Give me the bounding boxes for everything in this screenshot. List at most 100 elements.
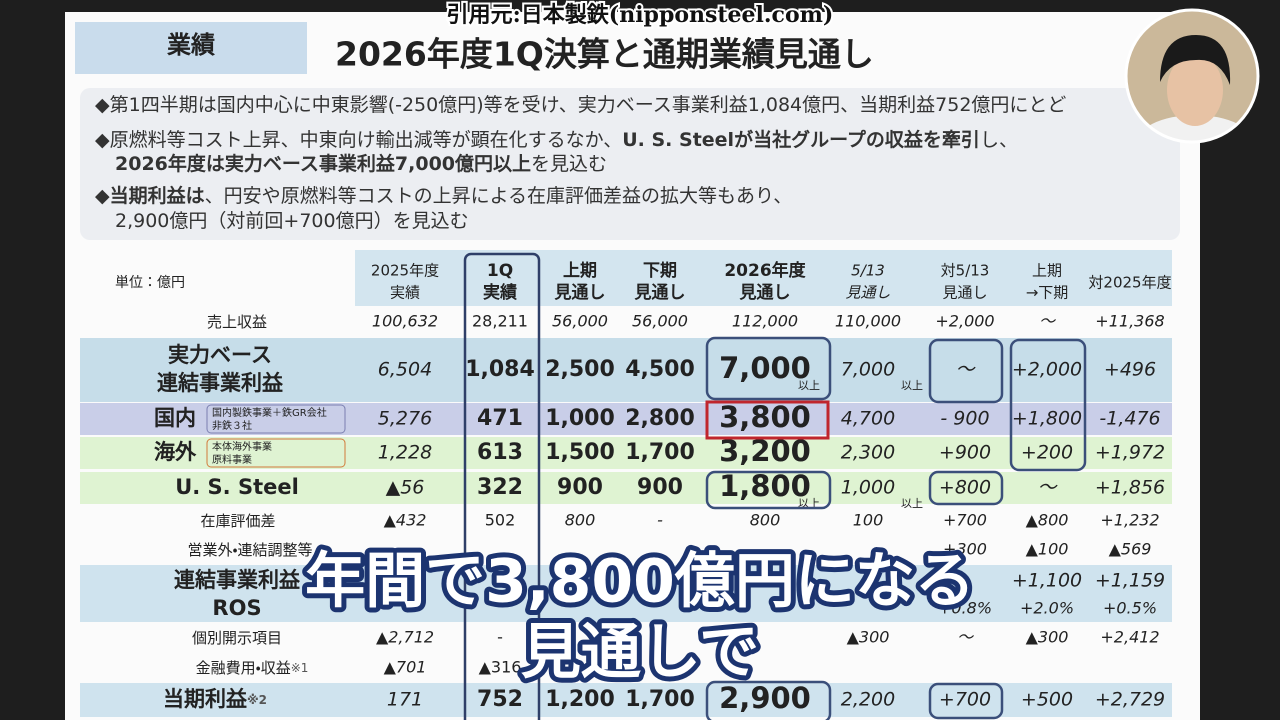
- table-cell: +700: [943, 511, 987, 530]
- table-cell: ▲2,712: [376, 628, 434, 647]
- table-cell: 4,500: [625, 357, 695, 382]
- column-outline: [463, 252, 541, 720]
- row-label: 海外: [154, 440, 197, 464]
- row-label: 営業外・連結調整等: [187, 541, 312, 559]
- table-cell: 〜: [1039, 312, 1057, 331]
- highlight-box: [1009, 338, 1087, 472]
- table-cell: 28,211: [472, 312, 528, 331]
- row-label-text: 連結事業利益: [174, 568, 301, 592]
- table-cell: 〜: [1037, 477, 1058, 499]
- label-note: 非鉄３社: [212, 419, 252, 432]
- table-cell: +900: [939, 442, 991, 464]
- table-cell: ▲569: [1109, 540, 1152, 559]
- column-header: 実績: [390, 284, 420, 302]
- label-note-box: [206, 404, 346, 434]
- column-header: 見通し: [942, 284, 987, 302]
- row-label: U. S. Steel: [175, 475, 299, 499]
- table-cell: 1,800: [719, 469, 811, 503]
- row-label: 売上収益: [207, 313, 267, 331]
- table-cell: +11,368: [1095, 312, 1164, 331]
- row-band: [80, 403, 1172, 435]
- table-cell: 1,228: [378, 442, 432, 464]
- table-cell: 2,800: [625, 406, 695, 431]
- bullet-segment: を見込む: [531, 153, 607, 175]
- table-cell: -: [657, 511, 663, 530]
- column-header: 1Q: [487, 261, 513, 281]
- row-label: ROS: [212, 596, 261, 620]
- bullet-segment: U. S. Steelが当社グループの収益を牽引: [622, 128, 980, 151]
- row-band: [80, 683, 1172, 717]
- highlight-box: [705, 680, 832, 720]
- column-header: →下期: [1026, 284, 1069, 302]
- table-cell: +300: [943, 540, 987, 559]
- highlight-box: [705, 470, 832, 510]
- row-label-text: 金融費用・収益: [196, 659, 291, 677]
- bullet-line: 2026年度は実力ベース事業利益7,000億円以上を見込む: [115, 152, 607, 175]
- column-header: 下期: [643, 261, 677, 281]
- table-cell: - 900: [940, 408, 989, 430]
- bullet-line: ◆原燃料等コスト上昇、中東向け輸出減等が顕在化するなか、U. S. Steelが…: [95, 128, 1018, 151]
- column-header: 上期: [563, 261, 597, 281]
- row-label-text: 海外: [154, 440, 197, 464]
- unit-label: 単位：億円: [115, 275, 185, 291]
- highlights: [463, 252, 1087, 720]
- bullets: ◆第1四半期は国内中心に中東影響(-250億円)等を受け、実力ベース事業利益1,…: [95, 94, 1066, 232]
- table-cell: +2,412: [1100, 628, 1159, 647]
- table-cell: 1,000: [841, 477, 895, 499]
- table-cell: +1,800: [1012, 408, 1082, 430]
- table-cell: ▲316: [479, 658, 522, 677]
- table-cell: 56,000: [632, 312, 688, 331]
- bullet-segment: ◆原燃料等コスト上昇、中東向け輸出減等が顕在化するなか、: [95, 129, 622, 151]
- row-label-text: ROS: [212, 596, 261, 620]
- table-cell: +1,159: [1095, 570, 1165, 592]
- table-cell: ▲800: [1026, 511, 1069, 530]
- results-table: 単位：億円2025年度実績1Q実績上期見通し下期見通し2026年度見通し5/13…: [80, 260, 1172, 717]
- bullet-line: 2,900億円（対前回+700億円）を見込む: [115, 210, 469, 232]
- table-cell: 800: [565, 511, 596, 530]
- table-cell: 2,900: [719, 681, 811, 715]
- cell-note: 以上: [798, 379, 820, 392]
- label-note: 原料事業: [212, 453, 252, 466]
- cell-note: 以上: [901, 379, 923, 392]
- row-label: 国内: [154, 406, 196, 430]
- table-cell: 1,000: [545, 406, 615, 431]
- bullet-segment: 2,900億円（対前回+700億円）を見込む: [115, 210, 469, 232]
- table-cell: +2,000: [935, 312, 994, 331]
- table-cell: 100,632: [372, 312, 438, 331]
- row-label-text: 営業外・連結調整等: [187, 541, 312, 559]
- table-cell: 112,000: [732, 312, 798, 331]
- table-cell: +1,856: [1095, 477, 1165, 499]
- row-band: [80, 596, 1172, 622]
- table-cell: -: [497, 628, 503, 647]
- subtitle-line: 見通しで: [521, 618, 759, 688]
- label-note: 本体海外事業: [212, 440, 272, 453]
- column-header: 5/13: [851, 262, 885, 280]
- table-cell: 900: [557, 475, 603, 500]
- row-label: 連結事業利益: [157, 371, 284, 395]
- table-cell: 2,500: [545, 357, 615, 382]
- table-cell: 800: [750, 511, 781, 530]
- row-band: [80, 437, 1172, 469]
- table-cell: +1,972: [1095, 442, 1165, 464]
- column-header: 見通し: [554, 283, 606, 303]
- row-footnote: ※2: [247, 693, 267, 707]
- table-cell: 4,700: [841, 408, 895, 430]
- table-cell: 110,000: [835, 312, 901, 331]
- highlight-box: [705, 336, 832, 401]
- table-cell: 5,276: [378, 408, 432, 430]
- table-cell: 〜: [957, 628, 975, 647]
- table-cell: 56,000: [552, 312, 608, 331]
- red-highlight: [705, 400, 830, 440]
- table-cell: 1,200: [545, 687, 615, 712]
- row-label: 金融費用・収益※1: [196, 659, 309, 677]
- table-cell: ▲701: [384, 658, 427, 677]
- table-cell: 7,000: [719, 351, 811, 385]
- row-label-text: 在庫評価差: [200, 512, 275, 530]
- table-cell: 322: [477, 475, 523, 500]
- table-cell: +1,232: [1100, 511, 1159, 530]
- bullet-segment: 、円安や原燃料等コストの上昇による在庫評価差益の拡大等もあり、: [205, 185, 793, 207]
- table-cell: 1,500: [545, 440, 615, 465]
- table-cell: +700: [939, 689, 991, 711]
